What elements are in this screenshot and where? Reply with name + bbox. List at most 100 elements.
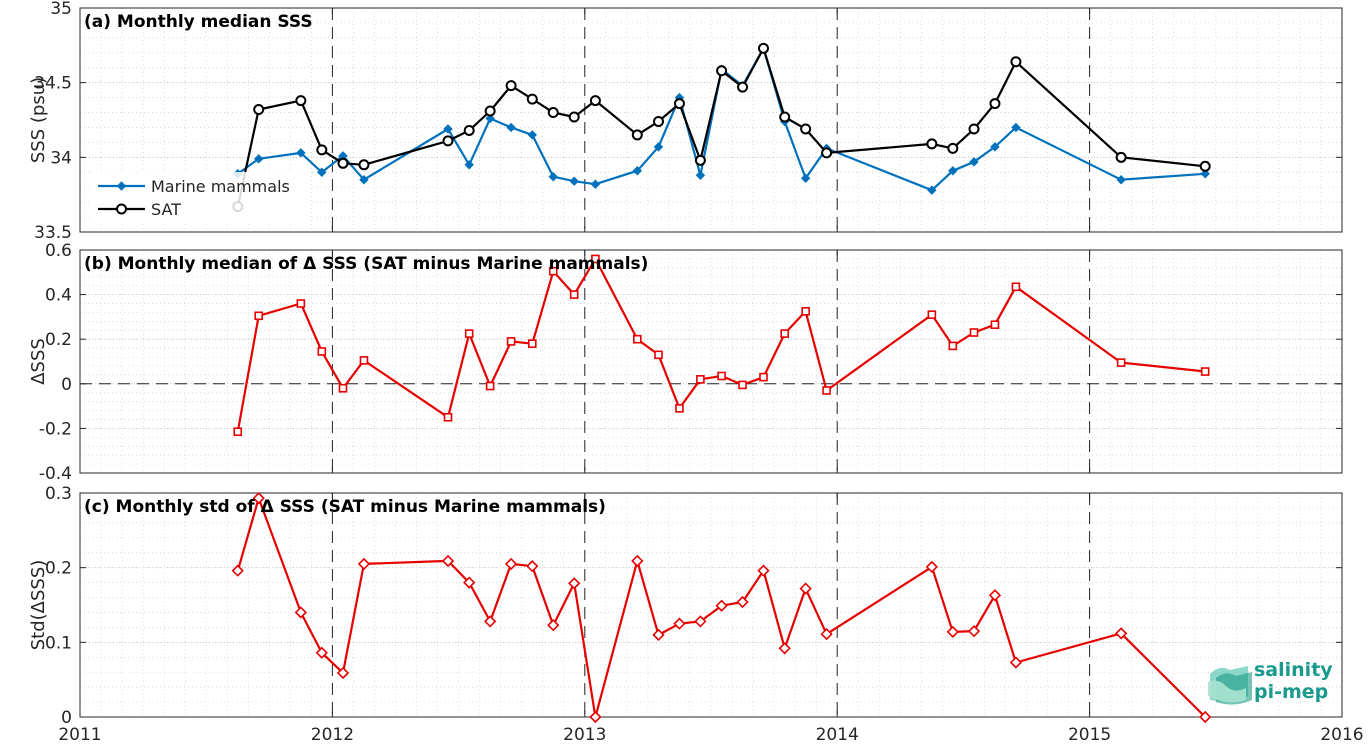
data-point [1116,175,1126,185]
data-point [315,646,328,659]
data-point [632,334,642,344]
data-point [252,492,265,505]
data-point [547,619,560,632]
y-tick-label: -0.2 [39,419,72,439]
data-point [1009,656,1023,669]
data-point [715,599,728,612]
data-point [800,173,811,183]
y-tick-label: 34 [50,148,72,168]
data-point [317,167,327,177]
data-point [969,157,979,167]
y-tick-label: 33.5 [34,223,72,243]
data-point [1116,358,1126,367]
data-point [1200,169,1210,179]
data-point [673,98,685,110]
minor-grid [80,8,1342,233]
data-point [294,606,307,619]
data-point [780,329,790,338]
data-point [967,625,981,638]
data-point [528,339,537,348]
data-point [548,172,558,182]
data-point [464,329,474,338]
data-point [358,159,370,171]
data-point [820,627,833,641]
data-point [1011,122,1021,133]
y-tick-label: 35 [50,0,72,19]
panel-title: (a) Monthly median SSS [84,12,313,32]
data-point [569,290,579,299]
data-point [590,179,601,189]
data-point [779,111,791,123]
data-point [485,381,495,391]
salinity-pi-mep-logo: salinity pi-mep [1208,659,1333,705]
data-point [737,81,749,93]
data-point [990,320,1000,330]
data-point [464,160,474,170]
data-point [948,341,958,351]
data-point [506,337,516,346]
data-point [505,80,517,92]
data-point [800,123,812,135]
data-point [589,95,601,107]
data-point [927,310,937,319]
y-tick-label: 0.1 [45,633,72,653]
data-point [1010,56,1022,68]
data-point [738,380,747,390]
data-point [717,371,726,381]
data-point [317,347,327,356]
panel-title: (b) Monthly median of Δ SSS (SAT minus M… [84,254,648,274]
data-point [338,383,348,393]
data-point [254,311,263,321]
data-point [316,144,328,156]
data-point [526,93,538,105]
data-point [736,595,749,609]
data-point [336,666,350,680]
y-tick-label: 0.6 [45,241,72,261]
x-tick-label: 2012 [311,725,354,745]
data-point [759,372,768,382]
data-point [947,142,959,154]
data-point [296,299,306,308]
legend-label-sat: SAT [151,200,181,219]
y-axis-label: SSS (psu) [28,77,49,163]
y-tick-label: 0.2 [45,559,72,579]
y-tick-label: 0 [61,708,72,728]
data-point [631,554,644,568]
data-point [716,65,728,77]
data-point [757,564,770,577]
panel-b-monthly-median-delta-sss: -0.4 -0.2 0 0.2 0.4 0.6 ΔSSS (b) Monthly median… [28,241,1343,484]
y-axis-label: ΔSSS [28,338,49,385]
series-marine-mammals [233,43,1210,195]
data-point [526,560,539,573]
x-tick-label: 2016 [1320,725,1363,745]
logo-text-line2: pi-mep [1254,681,1328,703]
data-point [968,123,980,135]
data-point [1115,627,1128,640]
y-axis-label: Std(ΔSSS) [28,560,49,651]
data-point [231,564,244,577]
data-point [527,130,538,140]
series-panel-3-series-1 [231,492,1212,724]
data-point [946,625,959,639]
y-tick-label: 0.3 [45,484,72,504]
data-point [442,135,454,147]
x-tick-label: 2014 [816,725,859,745]
legend-label-marine-mammals: Marine mammals [151,177,290,196]
x-tick-label: 2015 [1068,725,1111,745]
data-point [253,104,265,116]
data-point [443,412,453,422]
y-tick-label: -0.4 [39,464,72,484]
data-point [989,98,1001,110]
data-point [548,266,558,276]
data-point [485,113,495,124]
data-point [589,710,602,724]
data-point [675,404,684,413]
data-point [463,124,475,136]
data-point [504,557,518,571]
data-point [484,615,497,628]
data-point [653,115,665,127]
data-point [1011,282,1021,292]
data-point [926,138,938,150]
data-point [948,166,958,176]
